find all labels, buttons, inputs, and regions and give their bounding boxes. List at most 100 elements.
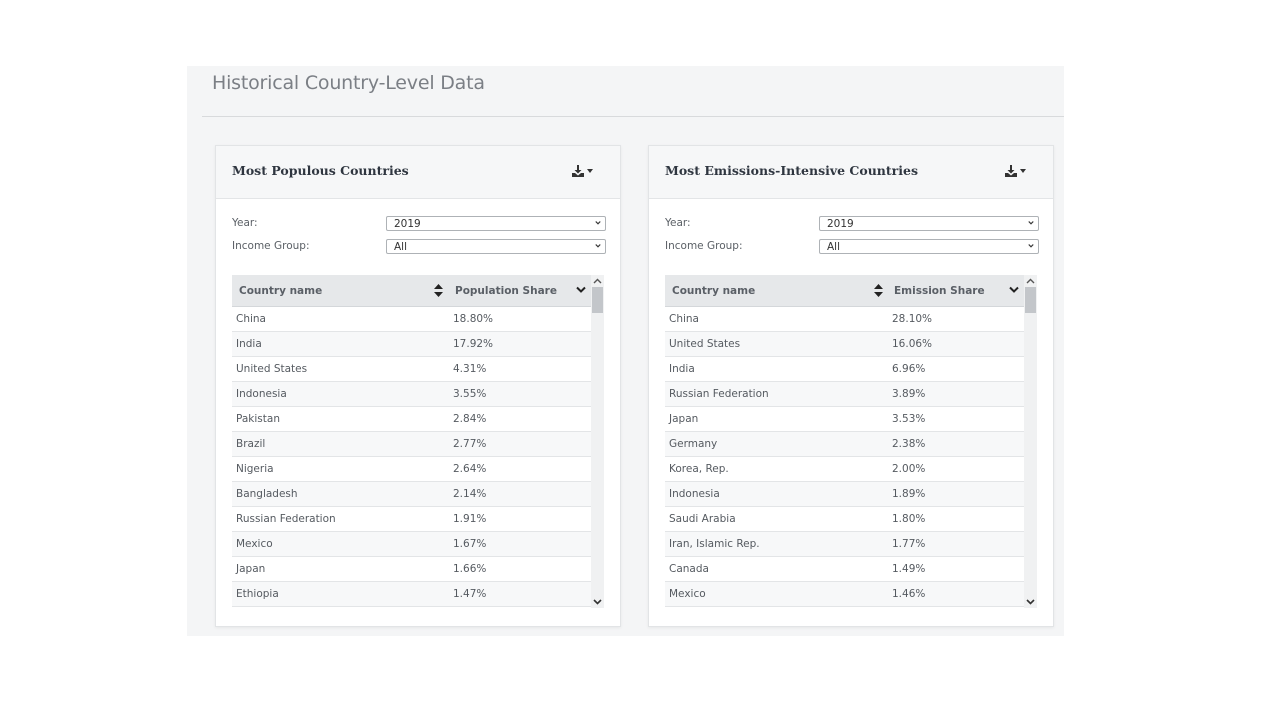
table-row: Russian Federation 3.89% [665, 382, 1024, 407]
income-group-select-value: All [394, 241, 408, 253]
share-cell: 1.89% [892, 488, 926, 500]
table-row: Mexico 1.46% [665, 582, 1024, 607]
share-cell: 16.06% [892, 338, 933, 350]
table-row: Iran, Islamic Rep. 1.77% [665, 532, 1024, 557]
table-row: Indonesia 3.55% [232, 382, 591, 407]
table-row: Nigeria 2.64% [232, 457, 591, 482]
column-header-share[interactable]: Population Share [455, 285, 557, 297]
income-group-label: Income Group: [232, 240, 310, 252]
share-cell: 1.47% [453, 588, 487, 600]
data-table: Country name Emission Share China 28.10% … [665, 275, 1037, 608]
table-row: Mexico 1.67% [232, 532, 591, 557]
table-body: China 18.80% India 17.92% United States 4.3… [232, 307, 591, 607]
table-header: Country name Population Share [232, 275, 591, 307]
income-group-select-value: All [827, 241, 841, 253]
table-row: Indonesia 1.89% [665, 482, 1024, 507]
country-cell: Ethiopia [236, 588, 279, 600]
chevron-down-icon[interactable] [1026, 597, 1035, 606]
country-cell: Bangladesh [236, 488, 298, 500]
income-group-select[interactable]: All [819, 239, 1039, 254]
sort-icon[interactable] [874, 284, 883, 297]
country-cell: China [669, 313, 699, 325]
chevron-down-icon [595, 244, 601, 248]
country-cell: Russian Federation [669, 388, 769, 400]
download-icon [572, 165, 584, 177]
year-select[interactable]: 2019 [819, 216, 1039, 231]
share-cell: 1.46% [892, 588, 926, 600]
share-cell: 1.67% [453, 538, 487, 550]
country-cell: Japan [669, 413, 699, 425]
country-cell: Nigeria [236, 463, 274, 475]
share-cell: 3.53% [892, 413, 926, 425]
card-header: Most Emissions-Intensive Countries [649, 146, 1053, 199]
year-label: Year: [665, 217, 691, 229]
country-cell: Japan [236, 563, 266, 575]
country-cell: China [236, 313, 266, 325]
chevron-down-icon[interactable] [576, 286, 586, 294]
year-select-value: 2019 [394, 218, 421, 230]
country-cell: India [669, 363, 695, 375]
table-row: Japan 1.66% [232, 557, 591, 582]
download-icon [1005, 165, 1017, 177]
populous-countries-card: Most Populous Countries Year: 2019 Incom… [215, 145, 621, 627]
share-cell: 2.77% [453, 438, 487, 450]
filters: Year: 2019 Income Group: All [216, 199, 620, 275]
table-row: Pakistan 2.84% [232, 407, 591, 432]
country-cell: Russian Federation [236, 513, 336, 525]
chevron-down-icon[interactable] [1009, 286, 1019, 294]
country-cell: United States [236, 363, 308, 375]
scrollbar-thumb[interactable] [1025, 287, 1036, 313]
country-cell: Pakistan [236, 413, 280, 425]
share-cell: 28.10% [892, 313, 933, 325]
share-cell: 3.89% [892, 388, 926, 400]
table-body: China 28.10% United States 16.06% India 6.9… [665, 307, 1024, 607]
scrollbar-thumb[interactable] [592, 287, 603, 313]
page-title: Historical Country-Level Data [212, 72, 485, 94]
country-cell: United States [669, 338, 741, 350]
table-scrollbar[interactable] [591, 275, 604, 608]
table-row: Japan 3.53% [665, 407, 1024, 432]
year-select[interactable]: 2019 [386, 216, 606, 231]
chevron-down-icon[interactable] [593, 597, 602, 606]
header-divider [202, 116, 1064, 117]
share-cell: 2.00% [892, 463, 926, 475]
share-cell: 2.14% [453, 488, 487, 500]
card-title: Most Populous Countries [232, 163, 409, 178]
share-cell: 18.80% [453, 313, 494, 325]
card-title: Most Emissions-Intensive Countries [665, 163, 918, 178]
share-cell: 3.55% [453, 388, 487, 400]
share-cell: 6.96% [892, 363, 926, 375]
country-cell: Saudi Arabia [669, 513, 736, 525]
share-cell: 1.77% [892, 538, 926, 550]
income-group-select[interactable]: All [386, 239, 606, 254]
country-cell: Indonesia [669, 488, 720, 500]
table-row: Russian Federation 1.91% [232, 507, 591, 532]
table-row: United States 16.06% [665, 332, 1024, 357]
table-row: United States 4.31% [232, 357, 591, 382]
share-cell: 1.91% [453, 513, 487, 525]
table-row: Korea, Rep. 2.00% [665, 457, 1024, 482]
chevron-down-icon [1028, 244, 1034, 248]
caret-down-icon [587, 169, 593, 173]
country-cell: Brazil [236, 438, 266, 450]
table-row: Bangladesh 2.14% [232, 482, 591, 507]
download-button[interactable] [572, 163, 596, 179]
page-container: Historical Country-Level Data Most Popul… [187, 66, 1064, 636]
sort-icon[interactable] [434, 284, 443, 297]
country-cell: Germany [669, 438, 718, 450]
chevron-up-icon[interactable] [1026, 277, 1035, 286]
column-header-country[interactable]: Country name [672, 285, 756, 297]
chevron-down-icon [1028, 221, 1034, 225]
country-cell: India [236, 338, 262, 350]
column-header-country[interactable]: Country name [239, 285, 323, 297]
data-table: Country name Population Share China 18.80… [232, 275, 604, 608]
table-scrollbar[interactable] [1024, 275, 1037, 608]
share-cell: 2.38% [892, 438, 926, 450]
country-cell: Indonesia [236, 388, 287, 400]
table-row: Brazil 2.77% [232, 432, 591, 457]
download-button[interactable] [1005, 163, 1029, 179]
column-header-share[interactable]: Emission Share [894, 285, 985, 297]
table-row: China 28.10% [665, 307, 1024, 332]
chevron-up-icon[interactable] [593, 277, 602, 286]
table-row: China 18.80% [232, 307, 591, 332]
